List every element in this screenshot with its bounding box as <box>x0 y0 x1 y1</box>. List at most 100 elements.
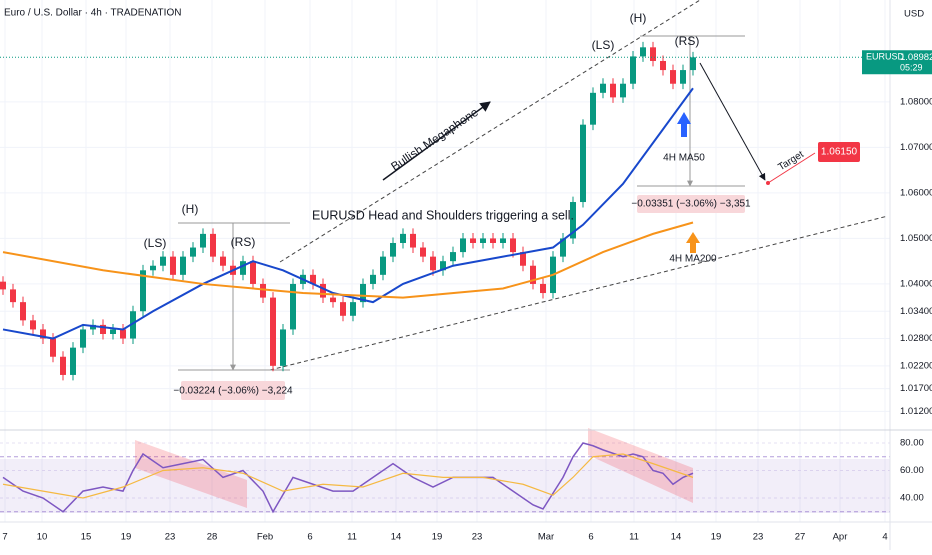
y-tick-label: 1.03400 <box>900 306 932 317</box>
candle-body <box>400 233 406 243</box>
candle-body <box>60 356 66 375</box>
candle-body <box>80 329 86 348</box>
candle-body <box>360 283 366 303</box>
candle-body <box>50 338 56 357</box>
candle-body <box>250 261 256 284</box>
y-tick-label: 1.04000 <box>900 278 932 289</box>
candle-body <box>70 347 76 375</box>
candle-body <box>310 274 316 284</box>
candle-body <box>600 83 606 93</box>
candle-body <box>480 238 486 243</box>
x-tick-label: 27 <box>795 532 806 543</box>
x-tick-label: 11 <box>629 532 639 543</box>
annotation: (H) <box>630 11 647 25</box>
megaphone-upper <box>279 0 701 263</box>
candle-body <box>370 274 376 284</box>
x-tick-label: 4 <box>882 532 887 543</box>
annotation: (RS) <box>231 235 256 249</box>
symbol-label: EURUSD <box>866 52 905 62</box>
x-tick-label: 7 <box>2 532 7 543</box>
marks <box>0 41 890 514</box>
candle-body <box>110 329 116 334</box>
candle-body <box>640 47 646 57</box>
countdown: 05:29 <box>900 63 923 73</box>
candle-body <box>430 256 436 271</box>
rsi-channel <box>588 428 693 503</box>
candle-body <box>350 302 356 316</box>
candle-body <box>450 252 456 262</box>
candle-body <box>150 265 156 271</box>
candle-body <box>220 256 226 266</box>
candle-body <box>20 302 26 321</box>
y-tick-label: 1.01200 <box>900 406 932 417</box>
candle-body <box>210 233 216 257</box>
x-tick-label: 23 <box>753 532 764 543</box>
x-tick-label: 15 <box>81 532 92 543</box>
candle-body <box>280 329 286 366</box>
candle-body <box>580 124 586 203</box>
sell-arrow <box>699 62 766 181</box>
candle-body <box>560 238 566 257</box>
candle-body <box>440 261 446 271</box>
candle-body <box>180 256 186 275</box>
y-tick-label: 1.02200 <box>900 360 932 371</box>
rsi-channel <box>135 440 247 508</box>
x-tick-label: 14 <box>391 532 402 543</box>
x-tick-label: Apr <box>833 532 848 543</box>
candle-body <box>530 265 536 284</box>
y-tick-label: 40.00 <box>900 493 924 504</box>
y-tick-label: 1.08000 <box>900 96 932 107</box>
annotation: (RS) <box>675 34 700 48</box>
y-tick-label: 1.02800 <box>900 333 932 344</box>
candle-body <box>650 47 656 61</box>
currency: USD <box>904 9 924 20</box>
y-tick-label: 1.05000 <box>900 233 932 244</box>
y-tick-label: 1.06000 <box>900 187 932 198</box>
candle-body <box>270 297 276 366</box>
candle-body <box>420 247 426 257</box>
candle-body <box>30 320 36 330</box>
candle-body <box>0 281 6 290</box>
candle-body <box>500 238 506 243</box>
candle-body <box>200 233 206 248</box>
x-tick-label: 10 <box>37 532 48 543</box>
ma-label: 4H MA50 <box>663 153 705 164</box>
candle-body <box>130 311 136 339</box>
ma-label: 4H MA200 <box>669 254 717 265</box>
rsi-line <box>2 442 694 514</box>
y-tick-label: 80.00 <box>900 438 924 449</box>
candle-body <box>10 289 16 303</box>
x-tick-label: 19 <box>711 532 722 543</box>
price-tag <box>862 50 932 75</box>
megaphone-lower <box>269 215 889 371</box>
candle-body <box>100 324 106 334</box>
candle-body <box>690 57 696 71</box>
candle-body <box>190 247 196 257</box>
y-tick-label: 60.00 <box>900 465 924 476</box>
y-tick-label: 1.01700 <box>900 383 932 394</box>
x-tick-label: 23 <box>165 532 176 543</box>
target-tag <box>818 142 860 162</box>
candle-body <box>510 238 516 253</box>
candle-body <box>240 261 246 275</box>
rsi-band <box>0 459 890 513</box>
measure-box <box>637 195 745 213</box>
last-price: 1.08982 <box>900 52 932 63</box>
x-tick-label: 6 <box>588 532 593 543</box>
candle-body <box>590 92 596 125</box>
candle-body <box>40 329 46 339</box>
candle-body <box>330 297 336 303</box>
candle-body <box>260 283 266 298</box>
candle-body <box>540 283 546 294</box>
megaphone-arrow <box>382 101 491 181</box>
candle-body <box>90 324 96 330</box>
annotation: (LS) <box>144 236 167 250</box>
grid <box>0 0 890 522</box>
target-dot <box>766 181 770 185</box>
moving-average <box>2 87 694 340</box>
moving-average <box>2 221 694 299</box>
measure-box <box>181 381 285 400</box>
candle-body <box>520 252 526 266</box>
candle-body <box>120 329 126 339</box>
